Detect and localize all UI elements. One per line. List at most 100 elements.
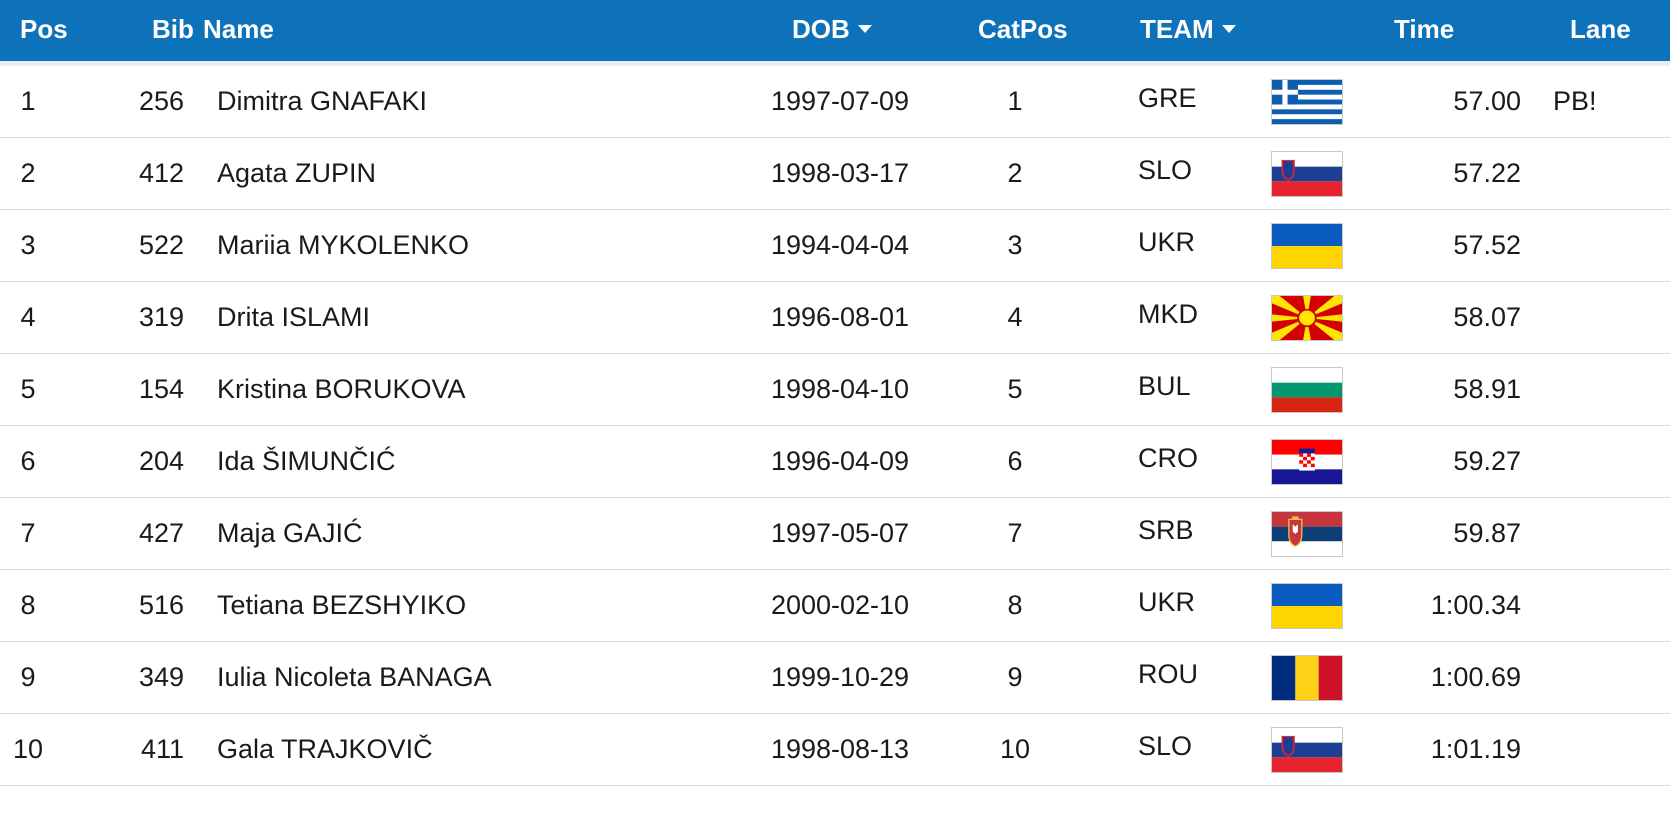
table-row[interactable]: 3 522 Mariia MYKOLENKO 1994-04-04 3 UKR 57.52 bbox=[0, 210, 1670, 282]
sort-caret-down-icon bbox=[1221, 25, 1236, 34]
table-row[interactable]: 4 319 Drita ISLAMI 1996-08-01 4 MKD 58.07 bbox=[0, 282, 1670, 354]
header-catpos[interactable]: CatPos bbox=[978, 14, 1068, 44]
header-team-sort[interactable]: TEAM bbox=[1140, 0, 1236, 61]
header-name[interactable]: Name bbox=[203, 14, 274, 44]
row-flag-cell bbox=[1271, 354, 1345, 425]
row-team-code: MKD bbox=[1138, 299, 1198, 329]
row-pos: 4 bbox=[20, 302, 36, 332]
table-row[interactable]: 10 411 Gala TRAJKOVIČ 1998-08-13 10 SLO 1:01.1… bbox=[0, 714, 1670, 786]
table-row[interactable]: 1 256 Dimitra GNAFAKI 1997-07-09 1 GRE 57.00 PB… bbox=[0, 66, 1670, 138]
table-row[interactable]: 8 516 Tetiana BEZSHYIKO 2000-02-10 8 UKR 1:00.… bbox=[0, 570, 1670, 642]
row-catpos: 4 bbox=[1007, 302, 1023, 332]
table-row[interactable]: 6 204 Ida ŠIMUNČIĆ 1996-04-09 6 CRO 59.27 bbox=[0, 426, 1670, 498]
row-bib: 154 bbox=[138, 374, 184, 404]
row-catpos: 3 bbox=[1007, 230, 1023, 260]
row-bib: 411 bbox=[140, 734, 184, 764]
row-pos: 7 bbox=[20, 518, 36, 548]
row-flag-cell bbox=[1271, 570, 1345, 641]
slovenia-flag-icon bbox=[1271, 727, 1343, 773]
row-team-code: BUL bbox=[1138, 371, 1191, 401]
table-row[interactable]: 5 154 Kristina BORUKOVA 1998-04-10 5 BUL 58.91 bbox=[0, 354, 1670, 426]
row-lane bbox=[1553, 714, 1663, 785]
row-dob: 1997-07-09 bbox=[770, 86, 910, 116]
row-pos: 8 bbox=[20, 590, 36, 620]
row-lane bbox=[1553, 426, 1663, 497]
row-dob: 1998-08-13 bbox=[770, 734, 910, 764]
row-catpos: 1 bbox=[1007, 86, 1023, 116]
row-lane bbox=[1553, 210, 1663, 281]
row-team-code: SLO bbox=[1138, 731, 1193, 761]
table-row[interactable]: 7 427 Maja GAJIĆ 1997-05-07 7 SRB 59.87 bbox=[0, 498, 1670, 570]
row-catpos: 10 bbox=[999, 734, 1031, 764]
table-row[interactable]: 9 349 Iulia Nicoleta BANAGA 1999-10-29 9 ROU 1… bbox=[0, 642, 1670, 714]
croatia-flag-icon bbox=[1271, 439, 1343, 485]
row-dob: 1998-04-10 bbox=[770, 374, 910, 404]
row-flag-cell bbox=[1271, 642, 1345, 713]
row-lane bbox=[1553, 282, 1663, 353]
row-time: 58.91 bbox=[1453, 374, 1521, 404]
row-lane bbox=[1553, 138, 1663, 209]
row-time: 1:00.69 bbox=[1430, 662, 1521, 692]
row-lane bbox=[1553, 642, 1663, 713]
romania-flag-icon bbox=[1271, 655, 1343, 701]
row-dob: 1996-08-01 bbox=[770, 302, 910, 332]
row-pos: 3 bbox=[20, 230, 36, 260]
row-bib: 427 bbox=[138, 518, 184, 548]
row-dob: 1997-05-07 bbox=[770, 518, 910, 548]
row-team-code: GRE bbox=[1138, 83, 1197, 113]
slovenia-flag-icon bbox=[1271, 151, 1343, 197]
north-macedonia-flag-icon bbox=[1271, 295, 1343, 341]
header-time[interactable]: Time bbox=[1394, 14, 1455, 44]
athlete-name: Agata ZUPIN bbox=[217, 158, 377, 188]
row-time: 57.22 bbox=[1453, 158, 1521, 188]
row-bib: 349 bbox=[138, 662, 184, 692]
header-dob-label: DOB bbox=[792, 14, 850, 44]
row-flag-cell bbox=[1271, 426, 1345, 497]
row-dob: 1994-04-04 bbox=[770, 230, 910, 260]
row-catpos: 2 bbox=[1007, 158, 1023, 188]
row-flag-cell bbox=[1271, 210, 1345, 281]
row-bib: 319 bbox=[138, 302, 184, 332]
header-dob-sort[interactable]: DOB bbox=[792, 0, 872, 61]
row-catpos: 8 bbox=[1007, 590, 1023, 620]
serbia-flag-icon bbox=[1271, 511, 1343, 557]
row-time: 1:01.19 bbox=[1430, 734, 1521, 764]
row-pos: 10 bbox=[12, 734, 44, 764]
sort-caret-down-icon bbox=[857, 25, 872, 34]
row-bib: 412 bbox=[138, 158, 184, 188]
row-time: 1:00.34 bbox=[1430, 590, 1521, 620]
ukraine-flag-icon bbox=[1271, 223, 1343, 269]
header-divider bbox=[0, 61, 1670, 66]
row-dob: 2000-02-10 bbox=[770, 590, 910, 620]
bulgaria-flag-icon bbox=[1271, 367, 1343, 413]
row-bib: 516 bbox=[138, 590, 184, 620]
row-flag-cell bbox=[1271, 714, 1345, 785]
table-row[interactable]: 2 412 Agata ZUPIN 1998-03-17 2 SLO 57.22 bbox=[0, 138, 1670, 210]
athlete-name: Ida ŠIMUNČIĆ bbox=[217, 446, 396, 476]
row-pos: 6 bbox=[20, 446, 36, 476]
table-header: Pos Bib Name DOB CatPos TEAM Time Lane bbox=[0, 0, 1670, 61]
row-time: 59.27 bbox=[1453, 446, 1521, 476]
ukraine-flag-icon bbox=[1271, 583, 1343, 629]
row-flag-cell bbox=[1271, 282, 1345, 353]
row-bib: 522 bbox=[138, 230, 184, 260]
header-team-label: TEAM bbox=[1140, 14, 1214, 44]
row-time: 58.07 bbox=[1453, 302, 1521, 332]
row-pos: 2 bbox=[20, 158, 36, 188]
row-team-code: UKR bbox=[1138, 587, 1196, 617]
header-bib[interactable]: Bib bbox=[152, 14, 194, 44]
row-time: 59.87 bbox=[1453, 518, 1521, 548]
row-lane bbox=[1553, 498, 1663, 569]
athlete-name: Tetiana BEZSHYIKO bbox=[217, 590, 467, 620]
row-bib: 204 bbox=[138, 446, 184, 476]
row-time: 57.00 bbox=[1453, 86, 1521, 116]
row-pos: 5 bbox=[20, 374, 36, 404]
header-lane[interactable]: Lane bbox=[1570, 14, 1631, 44]
header-pos[interactable]: Pos bbox=[20, 14, 68, 44]
greece-flag-icon bbox=[1271, 79, 1343, 125]
results-table: Pos Bib Name DOB CatPos TEAM Time Lane 1… bbox=[0, 0, 1670, 786]
row-catpos: 5 bbox=[1007, 374, 1023, 404]
row-time: 57.52 bbox=[1453, 230, 1521, 260]
row-catpos: 7 bbox=[1007, 518, 1023, 548]
row-bib: 256 bbox=[138, 86, 184, 116]
